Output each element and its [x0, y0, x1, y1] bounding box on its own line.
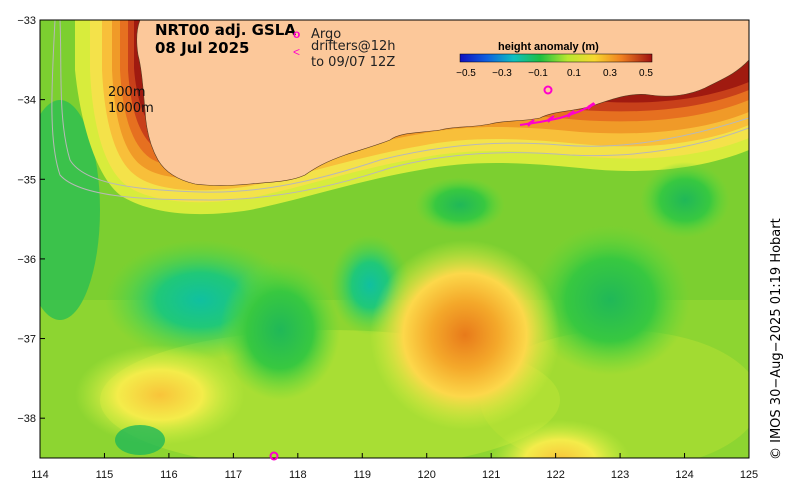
lon-tick-label: 125: [740, 469, 758, 481]
argo-float: [269, 451, 279, 461]
lon-tick-label: 116: [160, 469, 178, 481]
colorbar-tick-label: 0.1: [567, 68, 581, 79]
warm-eddy-southwest: [75, 345, 245, 445]
colorbar-title: height anomaly (m): [498, 41, 599, 53]
drifter-arrow: [587, 102, 595, 110]
lat-tick-label: −34: [17, 95, 36, 107]
argo-label: Argo: [311, 27, 341, 42]
lon-tick-label: 122: [546, 469, 564, 481]
isobath-1000m-label: 1000m: [108, 101, 154, 116]
drifter-arrow: [567, 110, 575, 118]
lon-tick-label: 115: [96, 469, 114, 481]
colorbar-tick-label: 0.5: [639, 68, 653, 79]
drifter-arrow: [547, 115, 555, 123]
isobath-lines: [51, 20, 749, 201]
longitude-axis: 114 115 116 117 118 119 120 121 122 123 124 125: [31, 453, 758, 481]
lat-tick-label: −33: [17, 15, 36, 27]
drifter-period: to 09/07 12Z: [311, 55, 395, 70]
map-date: 08 Jul 2025: [155, 39, 249, 57]
lon-tick-label: 124: [675, 469, 693, 481]
colorbar-tick-label: −0.3: [492, 68, 512, 79]
lon-tick-label: 117: [225, 469, 243, 481]
lat-tick-label: −37: [17, 334, 36, 346]
plot-frame: [39, 19, 750, 459]
imos-credit: © IMOS 30−Aug−2025 01:19 Hobart: [769, 218, 784, 460]
colorbar: [459, 53, 653, 63]
argo-symbol: o: [293, 27, 300, 41]
colorbar-tick-label: 0.3: [603, 68, 617, 79]
map-title: NRT00 adj. GSLA: [155, 21, 296, 39]
cold-eddy-east: [530, 225, 690, 375]
drifter-arrow: [527, 119, 535, 127]
lon-tick-label: 123: [611, 469, 629, 481]
lon-tick-label: 118: [289, 469, 307, 481]
colorbar-tick-label: −0.1: [528, 68, 548, 79]
lon-tick-label: 120: [418, 469, 436, 481]
lon-tick-label: 119: [353, 469, 371, 481]
lon-tick-label: 121: [482, 469, 500, 481]
lat-tick-label: −35: [17, 174, 36, 186]
warm-eddy: [370, 240, 560, 430]
lat-tick-label: −38: [17, 413, 36, 425]
lon-tick-label: 114: [31, 469, 49, 481]
drifter-tracks: [519, 102, 596, 127]
colorbar-tick-label: −0.5: [456, 68, 476, 79]
colorbar-ticks: −0.5 −0.3 −0.1 0.1 0.3 0.5: [456, 68, 653, 79]
drifter-label: drifters@12h: [311, 39, 396, 54]
lat-tick-label: −36: [17, 254, 36, 266]
argo-float: [543, 85, 553, 95]
argo-floats: [269, 85, 553, 461]
latitude-axis: −33 −34 −35 −36 −37 −38: [17, 15, 45, 425]
drifter-symbol: <: [293, 45, 300, 59]
isobath-200m-label: 200m: [108, 85, 145, 100]
